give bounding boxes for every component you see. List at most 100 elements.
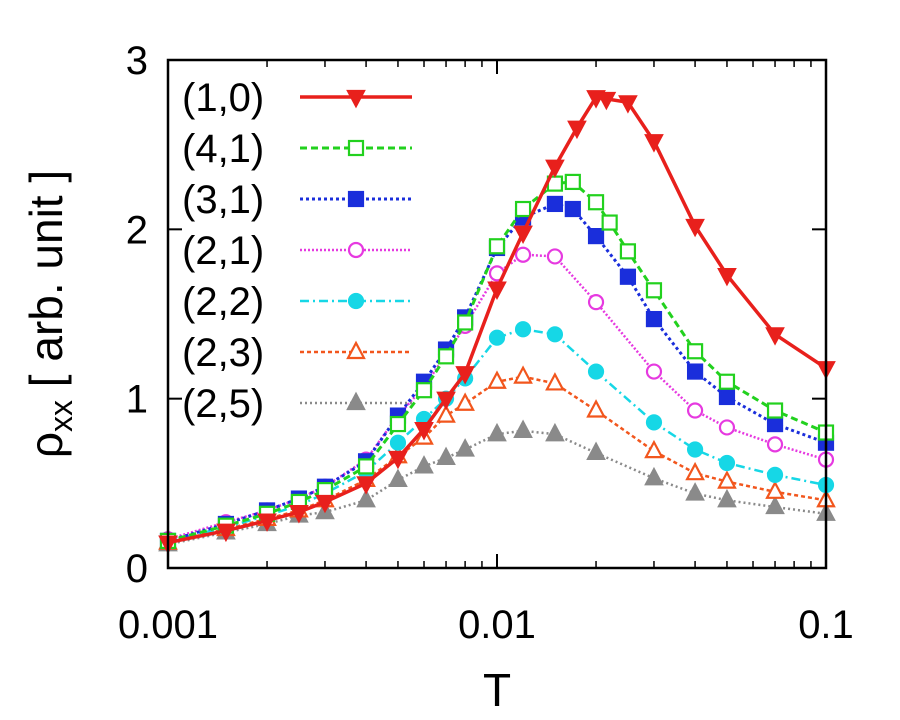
y-tick-label: 2 [126,208,148,252]
data-point [455,366,475,385]
legend: (1,0) (4,1) (3,1) (2,1) (2,2) (2,3) (2,5) [182,76,412,426]
data-point [564,200,581,218]
data-point [546,195,564,213]
legend-marker [346,89,366,109]
data-point [436,404,456,423]
data-point [513,419,533,438]
data-point [455,438,475,457]
x-axis-title: T [483,664,511,716]
data-point [645,363,663,380]
series-line [167,95,827,545]
data-point [596,91,617,111]
y-tick-label: 0 [126,547,148,591]
data-point [718,419,736,436]
data-point [587,228,605,245]
data-point [514,246,532,263]
data-point [257,513,277,532]
data-point [717,267,737,287]
data-point [436,446,456,466]
legend-entry: (2,1) [182,229,412,273]
data-point [389,415,407,433]
data-point [488,329,506,346]
data-point [436,391,456,411]
data-point [718,388,736,406]
legend-label: (2,5) [182,382,264,426]
data-point [686,363,704,380]
data-point [356,488,376,508]
data-point [415,382,433,399]
legend-marker [346,340,366,360]
data-point [717,470,737,489]
legend-entry: (1,0) [182,76,412,120]
data-point [718,454,736,472]
legend-entry: (2,2) [182,280,412,324]
data-point [488,238,506,255]
data-point [513,365,533,384]
data-point [586,441,606,460]
y-axis-title-symbol: ρ [20,432,72,458]
data-point [765,495,785,515]
x-tick-label: 0.1 [798,603,854,647]
data-point [514,200,532,218]
legend-marker [347,292,365,310]
data-point [487,422,507,442]
data-point [514,321,532,338]
data-point [717,488,737,508]
legend-entry: (2,5) [182,382,412,426]
data-point [766,466,784,483]
data-point [357,458,375,475]
data-point [618,95,638,114]
legend-label: (1,0) [182,76,264,120]
data-point [686,343,704,360]
data-point [356,476,376,495]
y-axis-title-subscript: xx [43,400,79,432]
data-point [686,402,704,419]
data-point [685,218,705,238]
legend-entry: (2,3) [182,331,412,375]
data-point [546,326,564,343]
legend-marker [347,139,365,157]
legend-label: (2,1) [182,229,264,273]
x-tick-label: 0.001 [118,603,218,647]
series-2-5 [158,419,836,552]
x-tick-label: 0.01 [458,603,536,647]
data-point [645,310,663,328]
y-tick-label: 3 [126,39,148,83]
legend-label: (2,3) [182,331,264,375]
data-point [564,173,581,191]
data-point [388,450,408,470]
legend-entry: (3,1) [182,178,412,222]
data-point [457,314,474,331]
data-point [645,414,663,431]
data-point [455,392,475,411]
y-axis-title-unit: [ arb. unit ] [20,170,72,400]
data-point [601,214,618,231]
data-point [685,461,705,481]
data-point [315,494,335,514]
data-point [546,248,564,265]
data-point [766,436,784,453]
data-point [718,373,736,390]
data-point [765,480,785,499]
axis-ticks: 0.001 0.01 0.1 0 1 2 3 [118,39,854,647]
data-point [513,225,533,245]
data-point [414,422,434,441]
data-point [388,468,408,488]
y-tick-label: 1 [126,378,148,422]
data-point [289,505,309,524]
data-point [545,372,565,391]
data-point [216,523,236,543]
data-point [644,134,664,153]
series-1-0 [158,90,836,554]
data-point [644,466,664,486]
data-point [587,194,605,211]
data-point [587,363,605,380]
legend-label: (2,2) [182,280,264,324]
data-point [766,402,784,419]
data-point [487,281,507,300]
data-point [437,348,455,365]
series-line [167,202,827,543]
data-point [619,268,637,285]
data-point [389,434,407,451]
